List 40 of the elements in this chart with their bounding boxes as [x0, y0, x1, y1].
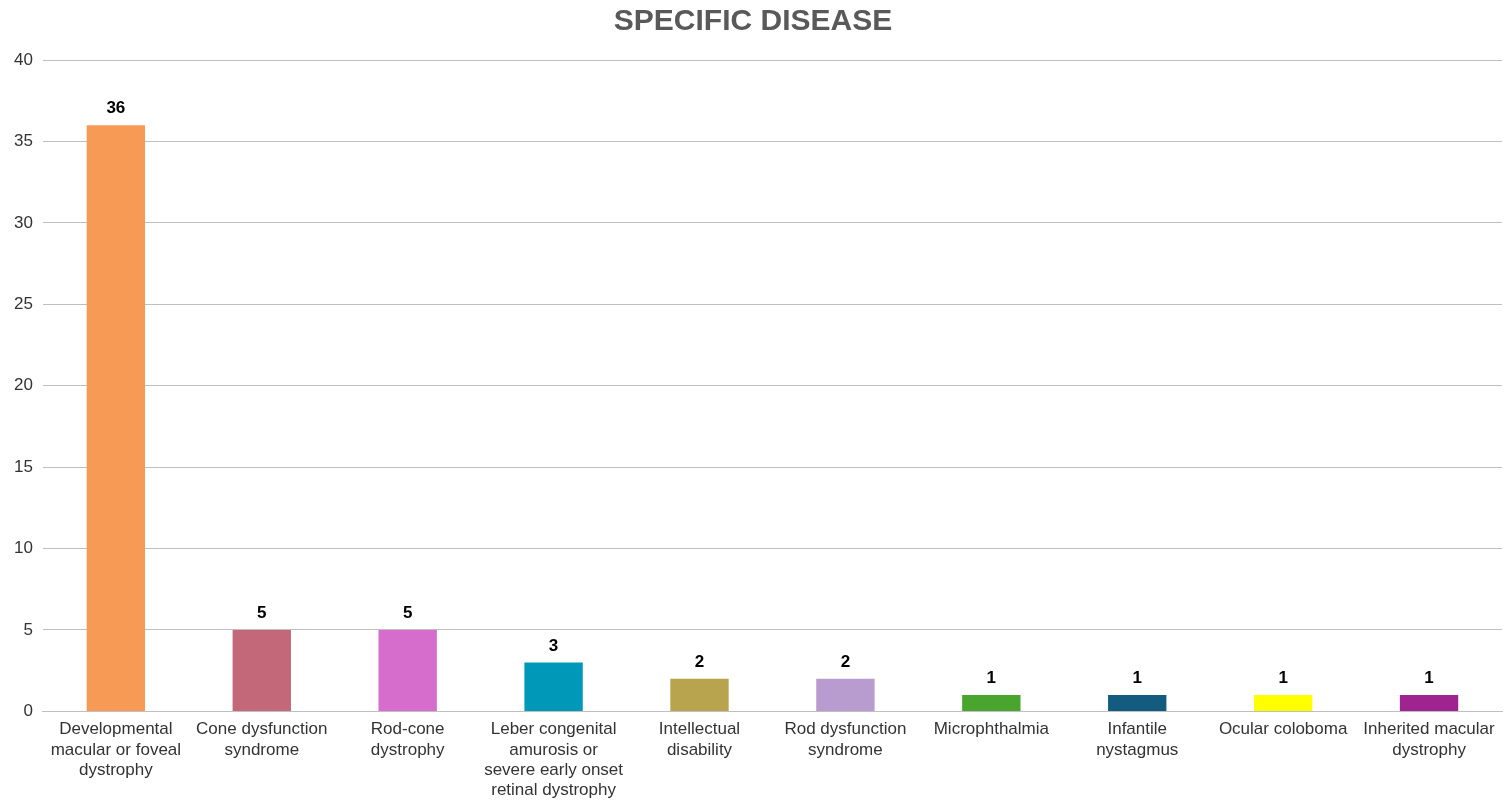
bar	[1399, 695, 1459, 711]
bar	[670, 678, 729, 711]
bar	[86, 125, 146, 711]
x-tick-label: Cone dysfunction syndrome	[196, 719, 328, 759]
data-label: 3	[548, 635, 559, 655]
y-tick-label: 40	[13, 49, 33, 69]
y-tick-label: 0	[23, 701, 33, 721]
chart-title: SPECIFIC DISEASE	[613, 3, 893, 37]
data-label: 36	[106, 98, 126, 118]
y-tick-label: 30	[13, 212, 33, 232]
x-tick-label: Developmental macular or foveal dystrophy	[50, 719, 182, 780]
bar	[816, 678, 875, 711]
bar	[232, 629, 291, 711]
y-tick-label: 15	[13, 456, 33, 476]
x-tick-label: Rod dysfunction syndrome	[784, 719, 907, 759]
data-label: 1	[1278, 668, 1288, 688]
data-label: 5	[257, 603, 267, 623]
x-tick-label: Ocular coloboma	[1218, 719, 1348, 739]
x-tick-label: Infantile nystagmus	[1096, 719, 1179, 759]
x-tick-label: Intellectual disability	[658, 719, 741, 759]
x-tick-label: Leber congenital amurosis or severe early onset retinal dystrophy	[484, 719, 624, 800]
x-tick-label: Microphthalmia	[933, 719, 1050, 739]
y-tick-label: 35	[13, 131, 33, 151]
data-label: 2	[840, 652, 851, 672]
bar	[524, 662, 583, 711]
data-label: 1	[1424, 668, 1434, 688]
data-label: 5	[402, 603, 413, 623]
y-tick-label: 5	[23, 619, 33, 639]
data-label: 1	[986, 668, 997, 688]
x-tick-label: Inherited macular dystrophy	[1363, 719, 1496, 759]
y-tick-label: 20	[13, 375, 33, 395]
bar	[1108, 695, 1167, 711]
x-tick-label: Rod-cone dystrophy	[370, 719, 446, 759]
y-tick-label: 10	[13, 538, 33, 558]
data-label: 2	[694, 652, 705, 672]
bar	[962, 695, 1021, 711]
data-label: 1	[1132, 668, 1142, 688]
bar	[1253, 695, 1313, 711]
y-tick-label: 25	[13, 293, 33, 313]
bar	[378, 629, 437, 711]
